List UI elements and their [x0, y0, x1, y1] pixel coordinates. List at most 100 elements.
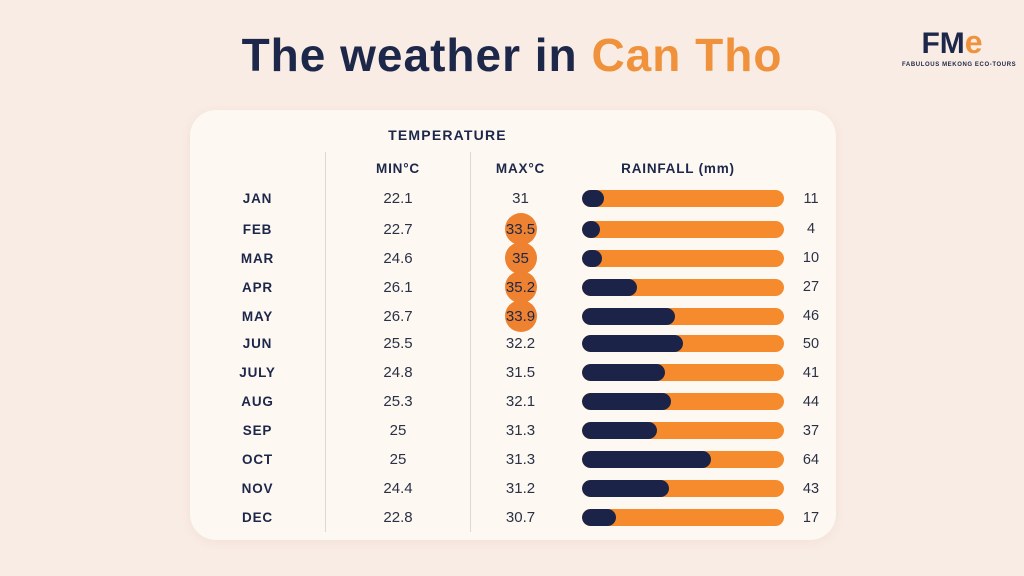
rainfall-bar: [582, 249, 784, 267]
company-logo: FMe FABULOUS MEKONG ECO-TOURS: [902, 26, 1017, 68]
month-label: FEB: [242, 221, 273, 237]
rainfall-bar: [582, 451, 784, 468]
rainfall-bar-fill: [582, 278, 637, 296]
min-column-header: MIN°C: [325, 152, 470, 184]
month-label: NOV: [241, 481, 274, 496]
rainfall-bar-fill: [582, 249, 603, 267]
max-temp-cell: 33.5: [470, 213, 570, 245]
rainfall-bar: [582, 220, 784, 238]
min-temp-value: 25: [325, 445, 470, 474]
table-row: AUG 25.3 32.1 44: [190, 387, 836, 416]
rainfall-value: 37: [802, 422, 820, 439]
rainfall-value: 17: [802, 509, 820, 526]
rainfall-bar-fill: [582, 509, 617, 526]
max-temp-cell: 35.2: [470, 271, 570, 303]
rainfall-bar-cell: [570, 503, 786, 532]
max-temp-cell: 31.3: [470, 416, 570, 445]
min-temp-value: 24.6: [325, 242, 470, 274]
rainfall-bar: [582, 480, 784, 497]
rainfall-bar-cell: [570, 416, 786, 445]
rainfall-bar-cell: [570, 358, 786, 387]
rainfall-bar-cell: [570, 271, 786, 303]
table-row: JUN 25.5 32.2 50: [190, 329, 836, 358]
max-temp-highlight-circle: 33.5: [504, 213, 537, 245]
rainfall-bar: [582, 335, 784, 352]
max-temp-value: 31: [512, 190, 529, 207]
rainfall-bar-fill: [582, 335, 683, 352]
rainfall-value: 44: [802, 393, 820, 410]
logo-e-icon: e: [964, 24, 983, 60]
rainfall-bar-fill: [582, 307, 675, 325]
month-label: JAN: [242, 191, 273, 206]
max-temp-cell: 35: [470, 242, 570, 274]
max-column-header: MAX°C: [470, 152, 570, 184]
temperature-group-label: TEMPERATURE: [388, 127, 507, 143]
rainfall-value: 43: [802, 480, 820, 497]
rainfall-bar-fill: [582, 190, 605, 207]
table-row: SEP 25 31.3 37: [190, 416, 836, 445]
logo-mark: FMe: [902, 26, 1002, 59]
rainfall-bar-cell: [570, 329, 786, 358]
rainfall-bar-fill: [582, 451, 712, 468]
month-label: AUG: [241, 394, 274, 409]
max-temp-value: 30.7: [505, 509, 536, 526]
table-row: DEC 22.8 30.7 17: [190, 503, 836, 532]
rainfall-bar: [582, 190, 784, 207]
rainfall-bar-cell: [570, 242, 786, 274]
max-temp-value: 32.1: [505, 393, 536, 410]
max-temp-value: 31.5: [505, 364, 536, 381]
max-temp-value: 31.2: [505, 480, 536, 497]
month-label: JUN: [242, 336, 273, 351]
min-temp-value: 25: [325, 416, 470, 445]
table-row: NOV 24.4 31.2 43: [190, 474, 836, 503]
rainfall-bar-cell: [570, 184, 786, 213]
weather-table-card: TEMPERATURE MIN°C MAX°C RAINFALL (mm) JA…: [190, 110, 836, 540]
max-temp-cell: 31.5: [470, 358, 570, 387]
max-temp-highlight-circle: 35: [504, 242, 537, 274]
rainfall-value: 10: [802, 250, 820, 266]
max-temp-value: 31.3: [505, 422, 536, 439]
max-temp-cell: 31: [470, 184, 570, 213]
month-label: MAR: [240, 250, 275, 266]
table-row: OCT 25 31.3 64: [190, 445, 836, 474]
max-temp-value: 32.2: [505, 335, 536, 352]
rainfall-bar-cell: [570, 387, 786, 416]
max-temp-cell: 33.9: [470, 300, 570, 332]
rainfall-bar-cell: [570, 300, 786, 332]
rainfall-value-column-header: [786, 152, 836, 184]
max-temp-highlight-circle: 35.2: [504, 271, 537, 303]
month-label: APR: [242, 279, 273, 295]
table-row: MAR 24.6 35 10: [190, 242, 836, 274]
month-label: JULY: [239, 365, 276, 380]
logo-fm-text: FM: [921, 27, 965, 60]
rainfall-value: 27: [802, 279, 820, 295]
min-temp-value: 25.5: [325, 329, 470, 358]
rainfall-bar-cell: [570, 474, 786, 503]
column-header-row: MIN°C MAX°C RAINFALL (mm): [190, 152, 836, 184]
max-temp-cell: 31.3: [470, 445, 570, 474]
rainfall-bar-fill: [582, 364, 665, 381]
rainfall-bar: [582, 509, 784, 526]
rainfall-value: 4: [806, 221, 816, 237]
month-label: SEP: [242, 423, 273, 438]
month-label: MAY: [241, 308, 274, 324]
rainfall-bar-cell: [570, 213, 786, 245]
rainfall-bar-fill: [582, 393, 671, 410]
max-temp-cell: 31.2: [470, 474, 570, 503]
weather-table-body: JAN 22.1 31 11 FEB 22.7 33.5 4 MAR 24.6 35 10 APR 26.…: [190, 184, 836, 532]
min-temp-value: 22.8: [325, 503, 470, 532]
page-title-highlight: Can Tho: [591, 29, 783, 81]
min-temp-value: 22.1: [325, 184, 470, 213]
max-temp-value: 31.3: [505, 451, 536, 468]
rainfall-value: 50: [802, 335, 820, 352]
rainfall-bar: [582, 364, 784, 381]
max-temp-cell: 32.1: [470, 387, 570, 416]
page-title: The weather in Can Tho: [0, 28, 1024, 82]
rainfall-bar: [582, 422, 784, 439]
logo-caption: FABULOUS MEKONG ECO-TOURS: [902, 62, 1017, 68]
min-temp-value: 24.8: [325, 358, 470, 387]
min-temp-value: 25.3: [325, 387, 470, 416]
min-temp-value: 26.1: [325, 271, 470, 303]
table-row: JAN 22.1 31 11: [190, 184, 836, 213]
page-title-prefix: The weather in: [241, 29, 592, 81]
